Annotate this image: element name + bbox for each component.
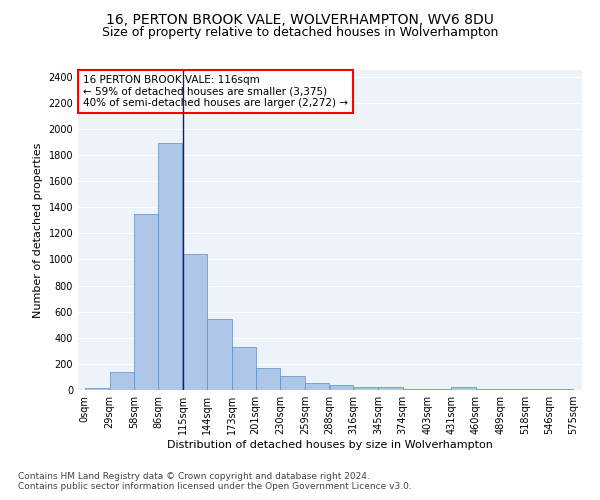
Text: 16, PERTON BROOK VALE, WOLVERHAMPTON, WV6 8DU: 16, PERTON BROOK VALE, WOLVERHAMPTON, WV… <box>106 12 494 26</box>
X-axis label: Distribution of detached houses by size in Wolverhampton: Distribution of detached houses by size … <box>167 440 493 450</box>
Bar <box>353 386 378 390</box>
Bar <box>208 320 232 390</box>
Bar <box>378 388 403 390</box>
Text: Contains HM Land Registry data © Crown copyright and database right 2024.: Contains HM Land Registry data © Crown c… <box>18 472 370 481</box>
Bar <box>85 388 109 390</box>
Bar <box>305 383 329 390</box>
Bar <box>280 376 305 390</box>
Bar <box>330 386 353 390</box>
Bar <box>256 368 280 390</box>
Bar <box>549 388 574 390</box>
Bar <box>110 372 134 390</box>
Bar <box>451 388 476 390</box>
Text: Size of property relative to detached houses in Wolverhampton: Size of property relative to detached ho… <box>102 26 498 39</box>
Text: 16 PERTON BROOK VALE: 116sqm
← 59% of detached houses are smaller (3,375)
40% of: 16 PERTON BROOK VALE: 116sqm ← 59% of de… <box>83 75 348 108</box>
Y-axis label: Number of detached properties: Number of detached properties <box>33 142 43 318</box>
Text: Contains public sector information licensed under the Open Government Licence v3: Contains public sector information licen… <box>18 482 412 491</box>
Bar <box>134 214 158 390</box>
Bar <box>158 143 182 390</box>
Bar <box>182 254 207 390</box>
Bar <box>232 347 256 390</box>
